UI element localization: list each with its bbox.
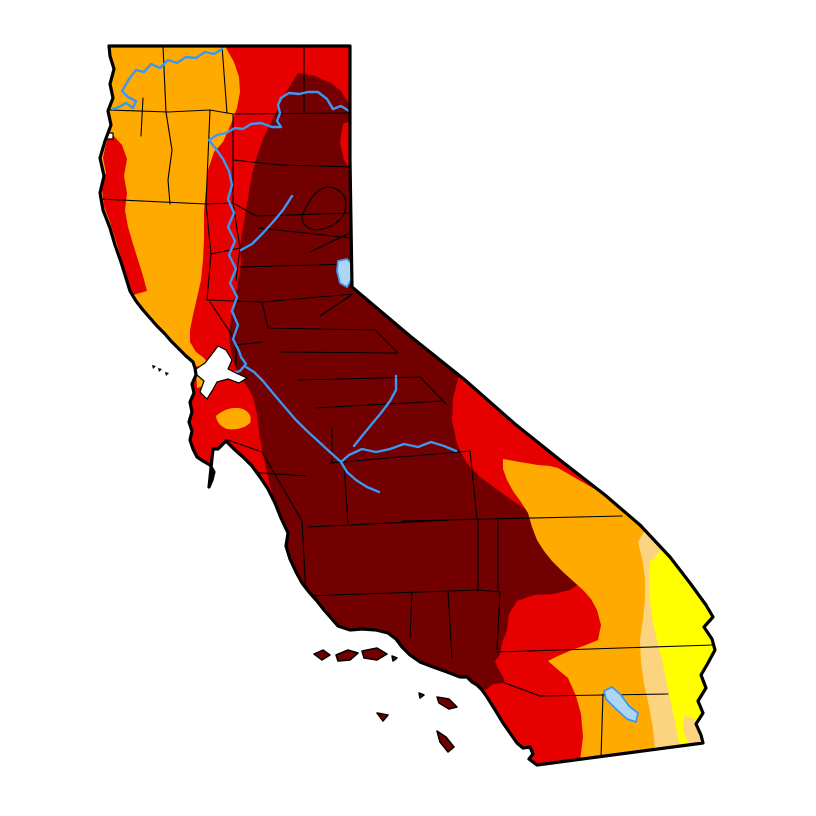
county-line: [319, 293, 354, 317]
lakes: [336, 258, 639, 723]
farallon-islands: [152, 365, 169, 376]
anacapa-island: [391, 655, 398, 662]
county-line: [309, 231, 353, 253]
county-line: [239, 263, 353, 268]
san-joaquin-river: [339, 440, 458, 494]
rivers: [111, 47, 458, 494]
county-line: [401, 515, 623, 522]
county-line: [232, 159, 353, 168]
county-line: [504, 682, 669, 697]
county-line: [140, 97, 144, 137]
county-line: [329, 450, 471, 464]
county-line: [205, 109, 211, 205]
farallon-islet: [158, 368, 162, 372]
farallon-islet: [152, 365, 156, 369]
county-line: [227, 439, 303, 522]
county-line: [600, 693, 604, 758]
salton-sea: [603, 686, 639, 723]
santa-barbara-island: [418, 692, 425, 699]
county-line: [297, 376, 421, 381]
region-d3-ne-sliver: [340, 121, 350, 169]
klamath-river: [111, 47, 224, 111]
county-lines: [100, 46, 714, 758]
county-line: [301, 186, 347, 231]
san-nicolas-island: [376, 712, 389, 722]
california-state-border: [98, 44, 717, 767]
san-joaquin-delta-reach: [244, 365, 343, 464]
santa-rosa-island: [335, 649, 359, 662]
region-d3-north-coast: [102, 132, 147, 295]
state-border: [98, 44, 717, 767]
county-line: [301, 520, 307, 597]
county-line: [261, 301, 376, 331]
county-line: [232, 112, 351, 115]
san-francisco-bay: [195, 345, 248, 400]
county-line: [232, 202, 353, 217]
county-line: [221, 46, 228, 114]
santa-cruz-island: [361, 647, 388, 661]
county-line: [419, 376, 447, 405]
feather-river: [239, 194, 294, 252]
county-line: [279, 351, 397, 354]
san-clemente-island: [436, 730, 455, 753]
bays: [106, 132, 248, 400]
lake-tahoe: [336, 258, 353, 288]
county-line: [108, 109, 234, 115]
county-line: [343, 464, 349, 524]
county-line: [496, 591, 501, 651]
county-line: [315, 400, 443, 409]
pit-sacramento-river: [207, 90, 351, 375]
region-d2-santa-cruz: [216, 407, 251, 430]
county-line: [447, 591, 453, 659]
san-miguel-island: [313, 649, 331, 661]
region-d2-san-luis: [237, 474, 260, 506]
county-line: [162, 46, 167, 113]
county-line: [469, 450, 478, 520]
county-line: [409, 591, 413, 639]
county-line: [374, 329, 399, 354]
santa-catalina-island: [436, 696, 458, 710]
farallon-islet: [165, 372, 169, 376]
channel-islands: [313, 647, 458, 753]
d3-north-coast-strip: [102, 132, 147, 295]
county-line: [496, 644, 714, 653]
d3-ne-border-sliver: [340, 121, 350, 169]
county-line: [210, 247, 241, 255]
merced-river: [352, 374, 398, 448]
county-line: [165, 111, 173, 205]
county-line: [257, 227, 353, 239]
